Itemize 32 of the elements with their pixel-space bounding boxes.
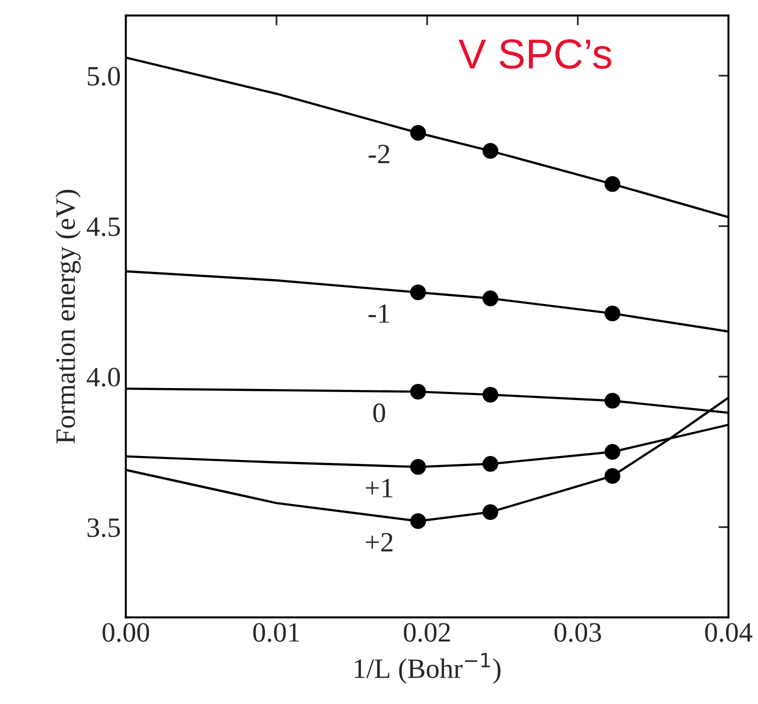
x-axis-title: 1/L (Bohr$^{−1}$): [354, 653, 500, 684]
series-label: -2: [368, 144, 390, 164]
y-tick-label: 3.5: [88, 518, 120, 538]
point: [604, 176, 620, 192]
x-tick-label: 0.00: [102, 623, 150, 642]
x-tick-label: 0.03: [554, 623, 602, 642]
y-tick-label: 4.5: [86, 218, 120, 236]
y-axis-title: Formation energy (eV): [55, 190, 81, 444]
point: [482, 456, 498, 472]
series-label: +2: [366, 532, 392, 552]
chart-title: V SPC’s: [458, 39, 612, 69]
point: [482, 504, 498, 520]
point: [410, 513, 426, 529]
point: [410, 459, 426, 475]
series-label: -1: [368, 304, 390, 323]
point: [482, 290, 498, 306]
series-label: +1: [366, 478, 392, 498]
point: [604, 468, 620, 484]
point: [604, 392, 620, 409]
point: [410, 124, 426, 141]
y-tick-label: 5.0: [88, 66, 120, 86]
x-tick-label: 0.01: [253, 623, 300, 642]
point: [604, 444, 620, 460]
point: [410, 384, 426, 400]
point: [604, 306, 620, 322]
x-tick-label: 0.02: [404, 623, 450, 642]
x-tick-label: 0.04: [705, 623, 752, 642]
series-label: 0: [373, 404, 386, 422]
point: [482, 386, 498, 403]
point: [410, 284, 426, 300]
point: [482, 143, 498, 159]
y-tick-label: 4.0: [86, 368, 120, 387]
